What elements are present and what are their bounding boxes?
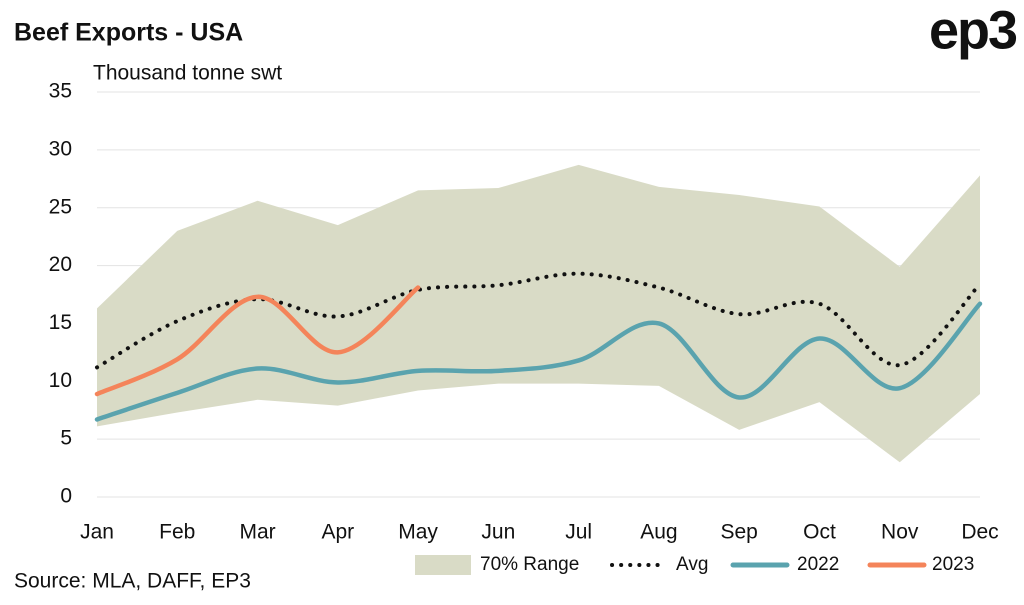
y-tick-label: 20	[49, 253, 72, 276]
x-tick-label: Sep	[720, 521, 757, 544]
series-line	[94, 301, 983, 422]
chart-title: Beef Exports - USA	[14, 19, 243, 47]
y-tick-label: 35	[49, 80, 72, 103]
y-tick-label: 5	[60, 427, 72, 450]
x-tick-label: Aug	[640, 521, 677, 544]
source: Source: MLA, DAFF, EP3	[14, 570, 251, 593]
x-tick-label: Jun	[481, 521, 515, 544]
y-tick-label: 15	[49, 311, 72, 334]
x-tick-label: Apr	[321, 521, 354, 544]
y-tick-label: 25	[49, 195, 72, 218]
x-tick-label: Nov	[881, 521, 919, 544]
x-tick-label: Jan	[80, 521, 114, 544]
x-tick-label: Oct	[803, 521, 836, 544]
y-tick-label: 10	[49, 369, 72, 392]
logo: ep3	[929, 0, 1017, 60]
series-line	[94, 285, 421, 397]
x-tick-label: May	[398, 521, 438, 544]
x-tick-label: Dec	[961, 521, 998, 544]
x-tick-label: Mar	[239, 521, 275, 544]
y-tick-label: 0	[60, 485, 72, 508]
legend-swatch	[415, 555, 471, 575]
x-tick-label: Jul	[565, 521, 592, 544]
legend-label: 2022	[797, 554, 839, 575]
chart-subtitle: Thousand tonne swt	[93, 62, 282, 85]
legend-label: 2023	[932, 554, 974, 575]
x-tick-label: Feb	[159, 521, 195, 544]
y-tick-label: 30	[49, 137, 72, 160]
legend-label: Avg	[676, 554, 708, 575]
legend-label: 70% Range	[480, 554, 579, 575]
